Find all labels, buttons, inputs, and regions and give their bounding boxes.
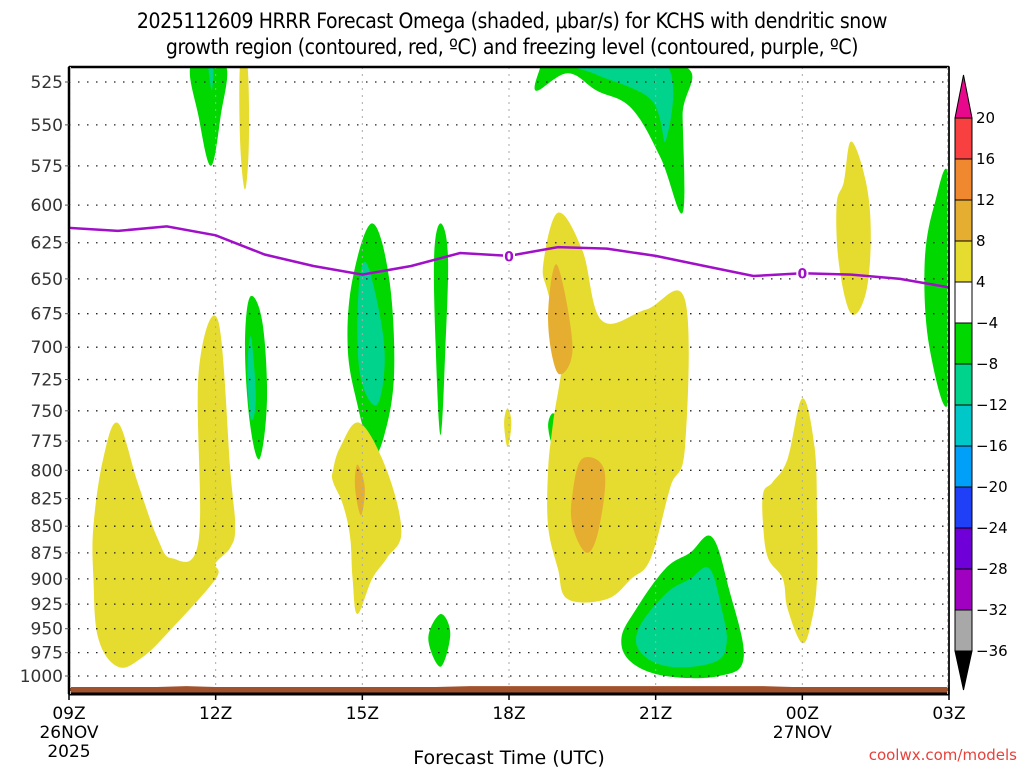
omega-region-14 [548, 264, 573, 375]
x-tick-sublabel: 27NOV [773, 723, 832, 743]
y-tick-label: 600 [31, 196, 63, 216]
omega-region-18 [428, 613, 451, 667]
colorbar-bin-5 [954, 322, 973, 365]
colorbar-top-triangle [954, 74, 973, 119]
colorbar-label: −36 [976, 642, 1008, 660]
omega-region-6 [247, 336, 256, 421]
colorbar-bin-11 [954, 568, 973, 611]
colorbar-label: −4 [976, 314, 998, 332]
omega-region-20 [635, 567, 727, 668]
surface-terrain [69, 686, 949, 694]
x-axis-title: Forecast Time (UTC) [413, 747, 604, 768]
omega-region-3 [534, 67, 693, 214]
x-tick-sublabel: 26NOV [39, 723, 98, 743]
y-tick-label: 725 [31, 371, 63, 391]
x-tick-label: 21Z [639, 704, 672, 724]
colorbar-bin-7 [954, 404, 973, 447]
y-tick-label: 975 [31, 644, 63, 664]
y-tick-label: 800 [31, 461, 63, 481]
colorbar-label: −8 [976, 355, 998, 373]
y-tick-label: 1000 [20, 667, 63, 687]
y-tick-label: 875 [31, 544, 63, 564]
colorbar-bin-10 [954, 527, 973, 570]
colorbar-bin-4 [954, 281, 973, 324]
y-tick-label: 650 [31, 270, 63, 290]
colorbar-label: −24 [976, 519, 1008, 537]
chart-title: 2025112609 HRRR Forecast Omega (shaded, … [0, 8, 1024, 60]
omega-region-1 [208, 67, 214, 91]
colorbar-bin-12 [954, 609, 973, 652]
x-tick-label: 15Z [346, 704, 379, 724]
y-tick-label: 575 [31, 157, 63, 177]
title-line-1: 2025112609 HRRR Forecast Omega (shaded, … [136, 9, 888, 33]
colorbar-label: 16 [976, 150, 995, 168]
freezing-level-label-1: 0 [797, 267, 807, 283]
colorbar-label: 12 [976, 191, 995, 209]
y-tick-label: 925 [31, 595, 63, 615]
colorbar-label: −28 [976, 560, 1008, 578]
y-tick-label: 950 [31, 620, 63, 640]
omega-region-8 [357, 261, 385, 406]
plot-frame [67, 65, 950, 696]
omega-shaded-regions [92, 67, 949, 679]
colorbar-bin-2 [954, 199, 973, 242]
credit-link[interactable]: coolwx.com/models [869, 746, 1017, 764]
y-axis: 525 550 575 600 625 650 675 700 725 750 775 800 825 8… [20, 73, 69, 687]
omega-region-10 [504, 408, 512, 447]
colorbar-bin-6 [954, 363, 973, 406]
y-tick-label: 900 [31, 570, 63, 590]
x-tick-label: 12Z [199, 704, 232, 724]
y-tick-label: 550 [31, 116, 63, 136]
omega-region-15 [570, 457, 606, 553]
colorbar-bin-0 [954, 117, 973, 160]
freezing-level-label-0: 0 [504, 249, 514, 265]
omega-region-13 [542, 212, 689, 603]
colorbar: 20 16 12 8 4 −4 −8 −12 −16 −20 −24 −28 −32 −36 [954, 74, 1008, 691]
y-tick-label: 750 [31, 402, 63, 422]
colorbar-label: −12 [976, 396, 1008, 414]
colorbar-label: 8 [976, 232, 986, 250]
omega-region-16 [331, 422, 402, 614]
x-tick-label: 18Z [492, 704, 525, 724]
colorbar-bottom-triangle [954, 650, 973, 691]
omega-region-12 [92, 315, 236, 668]
colorbar-label: −32 [976, 601, 1008, 619]
omega-region-9 [433, 223, 449, 436]
colorbar-label: 20 [976, 109, 995, 127]
y-tick-label: 775 [31, 432, 63, 452]
omega-region-4 [573, 67, 674, 142]
x-tick-label: 09Z [52, 704, 85, 724]
colorbar-bin-3 [954, 240, 973, 283]
freezing-label-bg-1 [796, 265, 809, 282]
colorbar-bin-9 [954, 486, 973, 529]
omega-region-0 [189, 67, 228, 166]
colorbar-bin-1 [954, 158, 973, 201]
y-tick-label: 850 [31, 517, 63, 537]
x-tick-label: 00Z [786, 704, 819, 724]
title-line-2: growth region (contoured, red, ºC) and f… [165, 35, 859, 59]
y-tick-label: 700 [31, 338, 63, 358]
freezing-level-contour: 00 [68, 225, 950, 289]
colorbar-bin-8 [954, 445, 973, 488]
x-tick-sublabel: 2025 [47, 742, 90, 762]
colorbar-label: −16 [976, 437, 1008, 455]
omega-region-22 [836, 141, 871, 315]
omega-region-21 [762, 398, 818, 644]
freezing-label-bg-0 [503, 247, 515, 264]
x-tick-label: 03Z [932, 704, 965, 724]
y-tick-label: 825 [31, 490, 63, 510]
colorbar-label: −20 [976, 478, 1008, 496]
colorbar-label: 4 [976, 273, 986, 291]
omega-region-2 [239, 67, 250, 190]
surface-area [69, 686, 949, 694]
y-tick-label: 675 [31, 305, 63, 325]
y-tick-label: 625 [31, 234, 63, 254]
y-tick-label: 525 [31, 73, 63, 93]
